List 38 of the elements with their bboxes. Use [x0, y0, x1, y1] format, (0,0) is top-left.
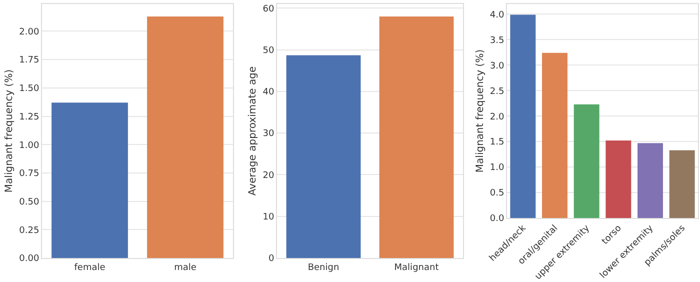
y-tick-label: 1.00 [19, 140, 40, 151]
x-tick-label: Benign [308, 262, 340, 273]
bar [510, 14, 536, 218]
y-tick-label: 3.5 [490, 36, 504, 46]
y-tick-label: 0.50 [19, 197, 40, 208]
y-tick-label: 10 [262, 212, 274, 223]
x-tick-label: female [74, 262, 106, 273]
y-tick-label: 60 [262, 4, 274, 14]
y-tick-label: 0.5 [490, 188, 504, 199]
y-tick-label: 1.75 [19, 56, 40, 66]
x-tick-label: male [174, 262, 197, 273]
y-tick-label: 4.0 [490, 10, 504, 20]
y-tick-label: 20 [262, 170, 274, 181]
y-tick-label: 1.0 [490, 163, 504, 174]
y-tick-label: 2.0 [490, 112, 504, 122]
y-axis-title: Malignant frequency (%) [474, 49, 486, 173]
y-tick-label: 30 [262, 129, 274, 140]
y-tick-label: 0 [268, 254, 274, 264]
y-tick-label: 1.5 [490, 138, 504, 148]
bar [606, 140, 632, 218]
y-tick-label: 1.50 [19, 84, 40, 94]
bar [542, 52, 568, 218]
y-tick-label: 0.00 [19, 254, 40, 264]
y-axis-title: Average approximate age [248, 66, 259, 196]
y-tick-label: 0.25 [19, 226, 40, 236]
y-axis-title: Malignant frequency (%) [4, 69, 16, 193]
y-tick-label: 3.0 [490, 61, 504, 72]
y-tick-label: 50 [262, 46, 274, 56]
y-tick-label: 0.75 [19, 169, 40, 180]
bar [574, 104, 600, 218]
y-tick-label: 2.00 [19, 27, 40, 38]
bar [638, 143, 663, 218]
y-tick-label: 1.25 [19, 112, 40, 122]
y-tick-label: 2.5 [490, 86, 504, 97]
x-tick-label: Malignant [394, 262, 440, 273]
bar [669, 150, 695, 218]
y-tick-label: 40 [262, 88, 274, 98]
y-tick-label: 0.0 [490, 214, 504, 224]
